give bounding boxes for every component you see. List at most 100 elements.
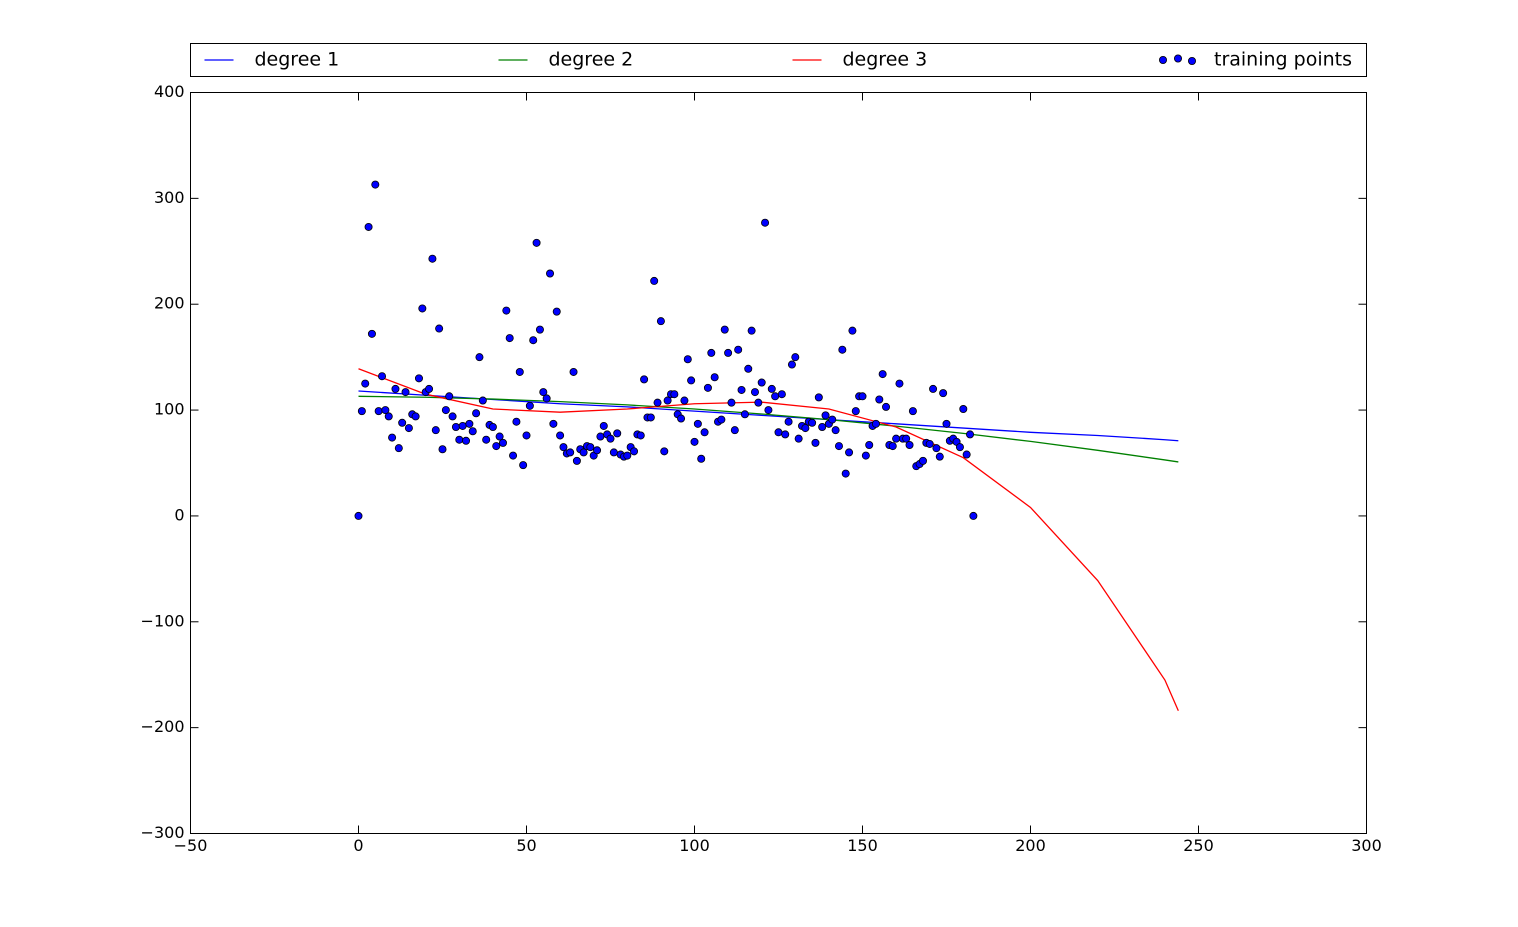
scatter-point <box>371 180 380 189</box>
y-tick-label: 200 <box>154 294 185 313</box>
scatter-point <box>435 324 444 333</box>
scatter-point <box>572 456 581 465</box>
scatter-point <box>636 431 645 440</box>
scatter-point <box>445 392 454 401</box>
scatter-point <box>871 419 880 428</box>
scatter-point <box>932 444 941 453</box>
scatter-point <box>955 443 964 452</box>
scatter-point <box>935 452 944 461</box>
x-tick-label: 300 <box>1351 836 1382 855</box>
scatter-point <box>818 423 827 432</box>
scatter-point <box>512 417 521 426</box>
scatter-point <box>888 442 897 451</box>
scatter-point <box>724 348 733 357</box>
scatter-point <box>546 269 555 278</box>
plot-frame <box>190 92 1367 834</box>
scatter-point <box>942 419 951 428</box>
scatter-point <box>596 432 605 441</box>
scatter-point <box>388 433 397 442</box>
scatter-point <box>515 367 524 376</box>
scatter-point <box>791 353 800 362</box>
scatter-point <box>374 407 383 416</box>
legend-label: degree 1 <box>255 49 340 71</box>
scatter-point <box>680 396 689 405</box>
scatter-point <box>367 329 376 338</box>
x-tick-label: −50 <box>174 836 208 855</box>
scatter-point <box>895 379 904 388</box>
y-tick-label: −200 <box>141 717 185 736</box>
scatter-point <box>811 438 820 447</box>
scatter-point <box>774 428 783 437</box>
scatter-point <box>391 384 400 393</box>
y-tick-label: 400 <box>154 82 185 101</box>
scatter-point <box>475 353 484 362</box>
scatter-point <box>468 427 477 436</box>
scatter-point <box>462 436 471 445</box>
x-tick-label: 250 <box>1183 836 1214 855</box>
scatter-point <box>509 451 518 460</box>
scatter-point <box>707 348 716 357</box>
scatter-point <box>482 435 491 444</box>
scatter-point <box>861 451 870 460</box>
scatter-point <box>556 431 565 440</box>
scatter-point <box>542 394 551 403</box>
scatter-point <box>455 435 464 444</box>
scatter-point <box>929 384 938 393</box>
scatter-point <box>381 406 390 415</box>
scatter-point <box>878 370 887 379</box>
scatter-point <box>525 401 534 410</box>
x-tick-label: 0 <box>353 836 363 855</box>
y-tick-label: 100 <box>154 400 185 419</box>
scatter-point <box>653 398 662 407</box>
x-tick-label: 100 <box>679 836 710 855</box>
line-series <box>358 395 1179 463</box>
scatter-point <box>687 376 696 385</box>
scatter-point <box>777 390 786 399</box>
scatter-point <box>448 412 457 421</box>
scatter-point <box>441 406 450 415</box>
scatter-point <box>599 421 608 430</box>
scatter-point <box>529 336 538 345</box>
scatter-point <box>472 409 481 418</box>
scatter-point <box>428 254 437 263</box>
scatter-point <box>851 407 860 416</box>
scatter-point <box>838 345 847 354</box>
scatter-point <box>918 456 927 465</box>
scatter-point <box>656 317 665 326</box>
scatter-point <box>757 378 766 387</box>
scatter-point <box>761 218 770 227</box>
scatter-point <box>586 443 595 452</box>
legend-marker <box>1159 56 1168 65</box>
scatter-point <box>498 438 507 447</box>
y-tick-label: 300 <box>154 188 185 207</box>
scatter-point <box>845 448 854 457</box>
scatter-point <box>717 415 726 424</box>
scatter-point <box>488 423 497 432</box>
scatter-point <box>740 410 749 419</box>
scatter-point <box>404 424 413 433</box>
scatter-point <box>579 448 588 457</box>
scatter-point <box>966 430 975 439</box>
scatter-point <box>841 469 850 478</box>
scatter-point <box>727 398 736 407</box>
scatter-point <box>660 447 669 456</box>
scatter-point <box>754 398 763 407</box>
scatter-point <box>784 417 793 426</box>
scatter-point <box>700 428 709 437</box>
scatter-point <box>744 364 753 373</box>
y-tick-label: −100 <box>141 611 185 630</box>
scatter-point <box>535 325 544 334</box>
scatter-point <box>697 454 706 463</box>
scatter-point <box>502 306 511 315</box>
scatter-point <box>630 447 639 456</box>
scatter-point <box>848 326 857 335</box>
scatter-point <box>925 439 934 448</box>
y-tick-label: 0 <box>174 505 184 524</box>
scatter-point <box>834 442 843 451</box>
legend-marker <box>1188 57 1197 66</box>
scatter-point <box>398 418 407 427</box>
line-series <box>358 368 1179 711</box>
scatter-point <box>710 373 719 382</box>
scatter-point <box>787 360 796 369</box>
